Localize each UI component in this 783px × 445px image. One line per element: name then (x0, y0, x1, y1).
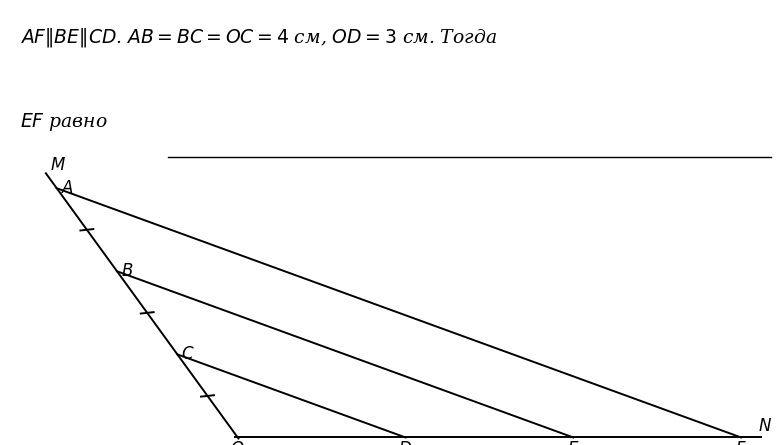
Text: $C$: $C$ (182, 346, 195, 363)
Text: $B$: $B$ (121, 263, 133, 280)
Text: $A$: $A$ (60, 180, 74, 197)
Text: $F$: $F$ (735, 441, 747, 445)
Text: $N$: $N$ (758, 418, 772, 435)
Text: $AF \| BE \| CD$. $AB = BC = OC = 4$ см, $OD = 3$ см. Тогда: $AF \| BE \| CD$. $AB = BC = OC = 4$ см,… (20, 26, 496, 49)
Text: $D$: $D$ (399, 441, 413, 445)
Text: $M$: $M$ (50, 158, 67, 174)
Text: $EF$ равно: $EF$ равно (20, 111, 107, 133)
Text: $E$: $E$ (567, 441, 579, 445)
Text: $O$: $O$ (230, 441, 245, 445)
